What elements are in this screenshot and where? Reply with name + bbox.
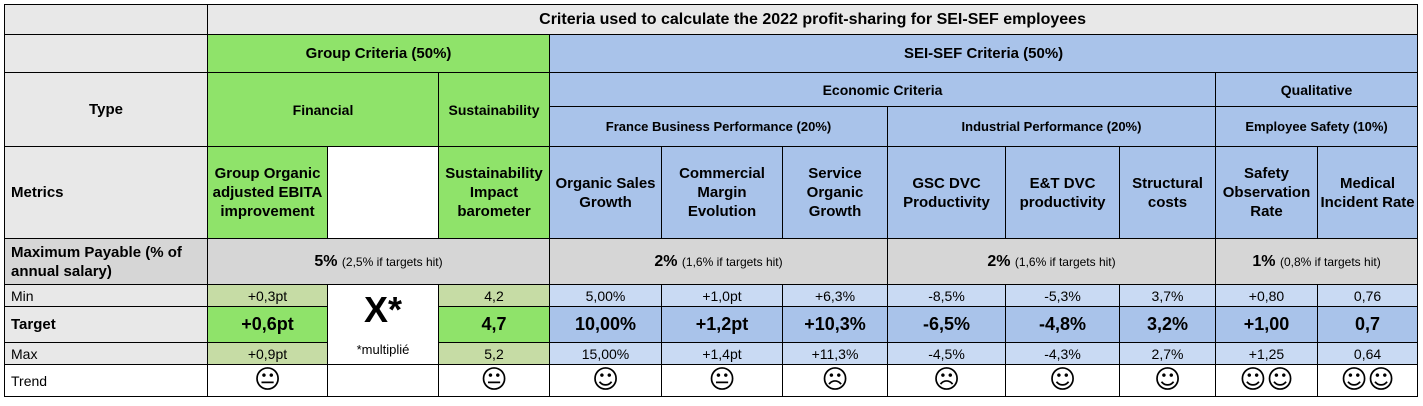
target-value: 4,7 xyxy=(438,306,550,343)
target-value: 3,2% xyxy=(1119,306,1216,343)
min-value: 0,76 xyxy=(1316,284,1419,307)
max-value: +1,4pt xyxy=(661,342,783,365)
metric-ebita: Group Organic adjusted EBITA improvement xyxy=(207,146,328,239)
trend-cell: ☹ xyxy=(887,364,1006,397)
profit-sharing-table: Criteria used to calculate the 2022 prof… xyxy=(4,4,1419,397)
min-value: 3,7% xyxy=(1119,284,1216,307)
financial-header: Financial xyxy=(207,72,439,147)
max-value: 5,2 xyxy=(438,342,550,365)
metric-service-growth: Service Organic Growth xyxy=(782,146,888,239)
target-value: -4,8% xyxy=(1005,306,1120,343)
trend-cell: ☺ xyxy=(1005,364,1120,397)
max-value: +1,25 xyxy=(1215,342,1318,365)
min-value: 4,2 xyxy=(438,284,550,307)
corner-cell xyxy=(4,4,208,35)
max-value: +0,9pt xyxy=(207,342,328,365)
max-value: -4,3% xyxy=(1005,342,1120,365)
industrial-performance-header: Industrial Performance (20%) xyxy=(887,106,1216,147)
happy-face-icon: ☺ xyxy=(1239,365,1267,395)
max-value: +11,3% xyxy=(782,342,888,365)
target-value: +10,3% xyxy=(782,306,888,343)
sustainability-header: Sustainability xyxy=(438,72,550,147)
metric-commercial-margin: Commercial Margin Evolution xyxy=(661,146,783,239)
min-value: -8,5% xyxy=(887,284,1006,307)
trend-cell-blank xyxy=(327,364,439,397)
min-value: +1,0pt xyxy=(661,284,783,307)
qualitative-header: Qualitative xyxy=(1214,72,1419,107)
sei-criteria-header: SEI-SEF Criteria (50%) xyxy=(548,34,1419,73)
row-label-trend: Trend xyxy=(4,364,208,397)
multiplier-note: *multiplié xyxy=(356,342,410,357)
metric-sustainability-barometer: Sustainability Impact barometer xyxy=(438,146,550,239)
trend-cell: 😐 xyxy=(207,364,328,397)
type-label: Type xyxy=(4,72,208,147)
trend-cell: 😐 xyxy=(438,364,550,397)
sad-face-icon: ☹ xyxy=(932,365,961,395)
target-value: +1,2pt xyxy=(661,306,783,343)
metric-structural-costs: Structural costs xyxy=(1119,146,1216,239)
row-label-target: Target xyxy=(4,306,208,343)
neutral-face-icon: 😐 xyxy=(708,365,736,395)
max-payable-label: Maximum Payable (% of annual salary) xyxy=(4,238,208,285)
row-label-min: Min xyxy=(4,284,208,307)
happy-face-icon: ☺ xyxy=(1340,365,1368,395)
target-value: -6,5% xyxy=(887,306,1006,343)
metric-organic-sales: Organic Sales Growth xyxy=(549,146,662,239)
target-value: 10,00% xyxy=(549,306,662,343)
metric-medical-incident: Medical Incident Rate xyxy=(1316,146,1419,239)
sad-face-icon: ☹ xyxy=(821,365,849,395)
trend-cell: ☺ xyxy=(549,364,662,397)
metric-et-productivity: E&T DVC productivity xyxy=(1005,146,1120,239)
min-value: +0,80 xyxy=(1215,284,1318,307)
max-value: 0,64 xyxy=(1316,342,1419,365)
target-value: +1,00 xyxy=(1215,306,1318,343)
trend-cell: 😐 xyxy=(661,364,783,397)
max-value: 2,7% xyxy=(1119,342,1216,365)
happy-face-icon: ☺ xyxy=(1153,365,1182,395)
blank-cell xyxy=(4,34,208,73)
min-value: +6,3% xyxy=(782,284,888,307)
target-value: +0,6pt xyxy=(207,306,328,343)
employee-safety-header: Employee Safety (10%) xyxy=(1214,106,1419,147)
group-criteria-header: Group Criteria (50%) xyxy=(207,34,550,73)
happy-face-icon: ☺ xyxy=(1266,365,1294,395)
trend-cell: ☺☺ xyxy=(1316,364,1419,397)
row-label-max: Max xyxy=(4,342,208,365)
max-value: 15,00% xyxy=(549,342,662,365)
target-value: 0,7 xyxy=(1316,306,1419,343)
metrics-label: Metrics xyxy=(4,146,208,239)
metric-safety-observation: Safety Observation Rate xyxy=(1215,146,1318,239)
trend-cell: ☺ xyxy=(1119,364,1216,397)
max-payable-france: 2% (1,6% if targets hit) xyxy=(549,238,888,285)
min-value: +0,3pt xyxy=(207,284,328,307)
metric-gsc-productivity: GSC DVC Productivity xyxy=(887,146,1006,239)
trend-cell: ☹ xyxy=(782,364,888,397)
metric-blank xyxy=(327,146,439,239)
min-value: -5,3% xyxy=(1005,284,1120,307)
happy-face-icon: ☺ xyxy=(591,365,620,395)
france-performance-header: France Business Performance (20%) xyxy=(549,106,888,147)
table-title: Criteria used to calculate the 2022 prof… xyxy=(206,4,1419,35)
max-payable-safety: 1% (0,8% if targets hit) xyxy=(1214,238,1419,285)
economic-criteria-header: Economic Criteria xyxy=(549,72,1216,107)
max-payable-group: 5% (2,5% if targets hit) xyxy=(207,238,550,285)
neutral-face-icon: 😐 xyxy=(480,365,508,395)
multiplier-symbol: X* xyxy=(363,289,403,330)
min-value: 5,00% xyxy=(549,284,662,307)
happy-face-icon: ☺ xyxy=(1367,365,1395,395)
multiplier-cell: X* *multiplié xyxy=(327,284,439,365)
max-payable-industrial: 2% (1,6% if targets hit) xyxy=(887,238,1216,285)
neutral-face-icon: 😐 xyxy=(253,365,282,395)
trend-cell: ☺☺ xyxy=(1215,364,1318,397)
max-value: -4,5% xyxy=(887,342,1006,365)
happy-face-icon: ☺ xyxy=(1048,365,1077,395)
